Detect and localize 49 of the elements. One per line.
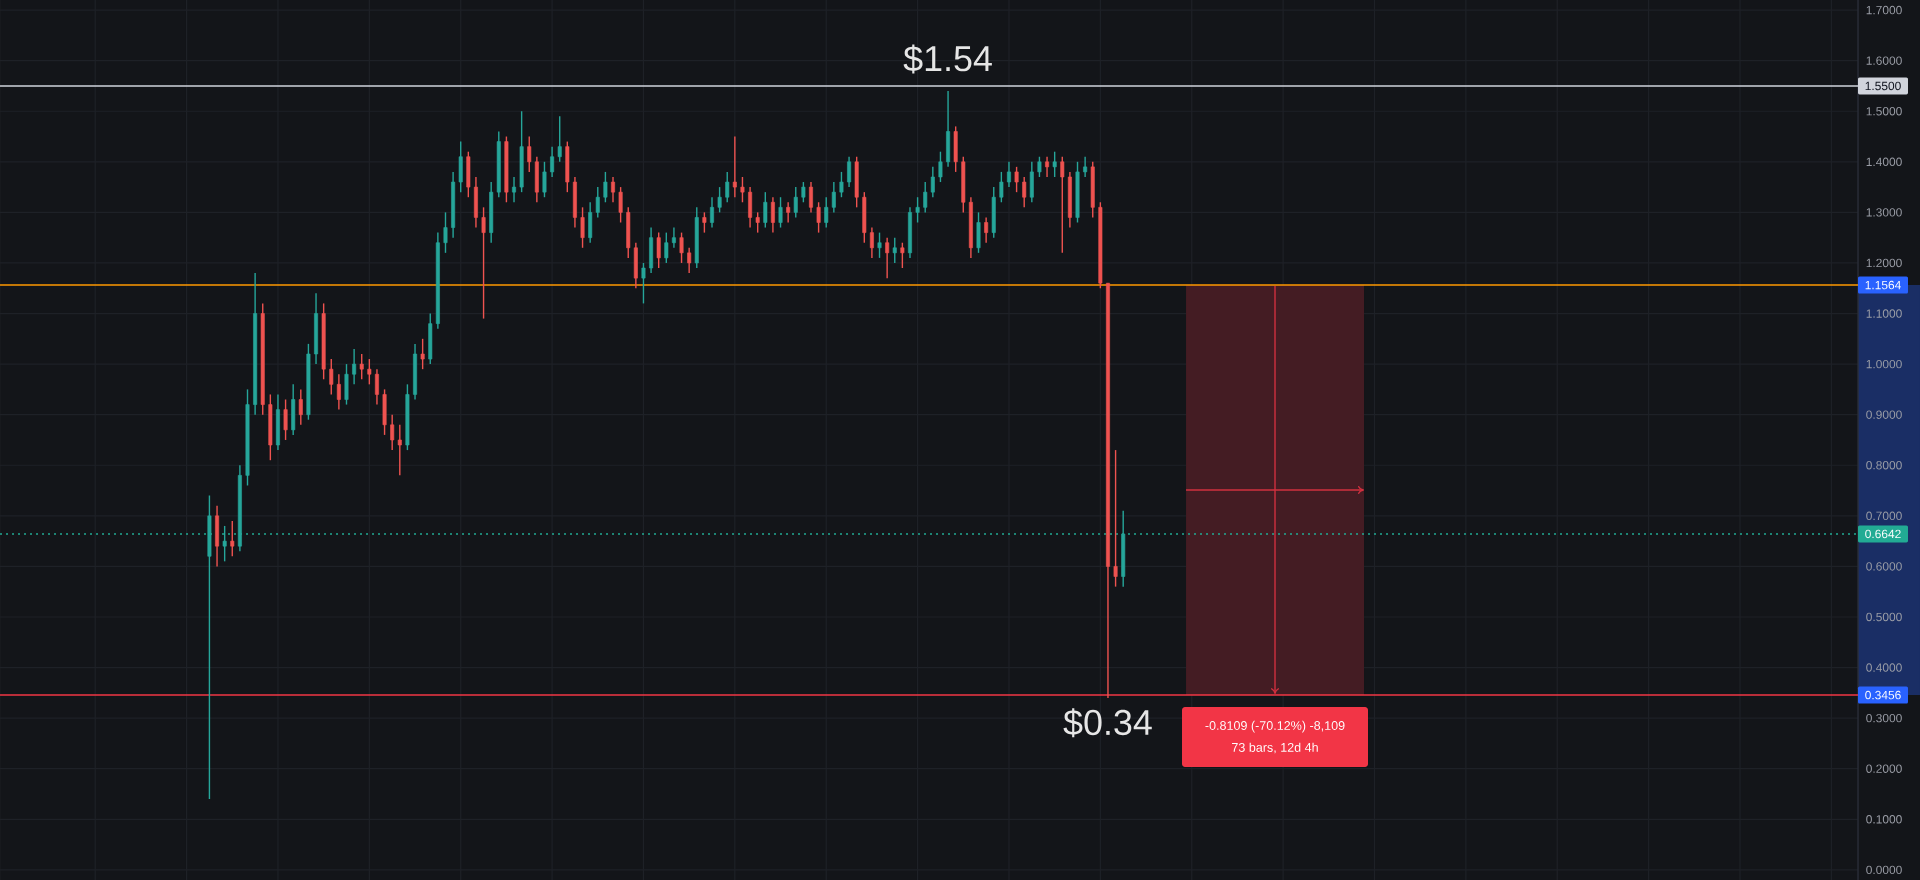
candlestick <box>291 383 296 436</box>
annotation: $1.54 <box>903 44 992 74</box>
candlestick <box>420 338 425 370</box>
candlestick <box>900 242 905 269</box>
candlestick <box>215 505 220 568</box>
candlestick <box>656 231 661 269</box>
candlestick <box>336 373 341 411</box>
candlestick <box>344 363 349 406</box>
candlestick <box>1060 156 1065 254</box>
candlestick <box>991 186 996 239</box>
candlestick <box>1022 176 1027 209</box>
candlestick <box>679 231 684 264</box>
candlestick <box>748 186 753 229</box>
candlestick <box>359 353 364 380</box>
candlestick <box>976 211 981 254</box>
candlestick <box>778 196 783 229</box>
candlestick <box>275 393 280 451</box>
candlestick <box>519 110 524 193</box>
candlestick <box>824 196 829 229</box>
candlestick <box>892 236 897 264</box>
candlestick <box>397 424 402 477</box>
candlestick <box>702 211 707 234</box>
candlestick <box>908 206 912 259</box>
candlestick <box>763 191 768 229</box>
candlestick <box>1075 161 1080 224</box>
candlestick <box>710 196 714 229</box>
candlestick <box>770 196 775 234</box>
candlestick <box>298 388 303 426</box>
candlestick <box>793 186 798 219</box>
candlestick <box>1029 161 1034 203</box>
candlestick <box>877 231 882 259</box>
candlestick <box>923 181 928 214</box>
candlestick <box>984 216 989 244</box>
candlestick <box>786 201 791 224</box>
candlestick <box>847 156 852 188</box>
candlestick <box>1052 150 1057 178</box>
candlestick <box>649 226 654 274</box>
candlestick <box>885 236 890 279</box>
annotation: $0.34 <box>1063 708 1152 738</box>
candlestick <box>1045 156 1050 178</box>
candlestick <box>664 231 669 264</box>
candlestick <box>732 135 737 198</box>
candlestick <box>230 520 235 557</box>
candlestick <box>1014 166 1019 193</box>
candlestick <box>694 206 699 269</box>
candlestick <box>725 171 730 203</box>
candlestick <box>283 398 288 441</box>
candlestick <box>588 201 593 244</box>
candlestick <box>542 161 547 198</box>
